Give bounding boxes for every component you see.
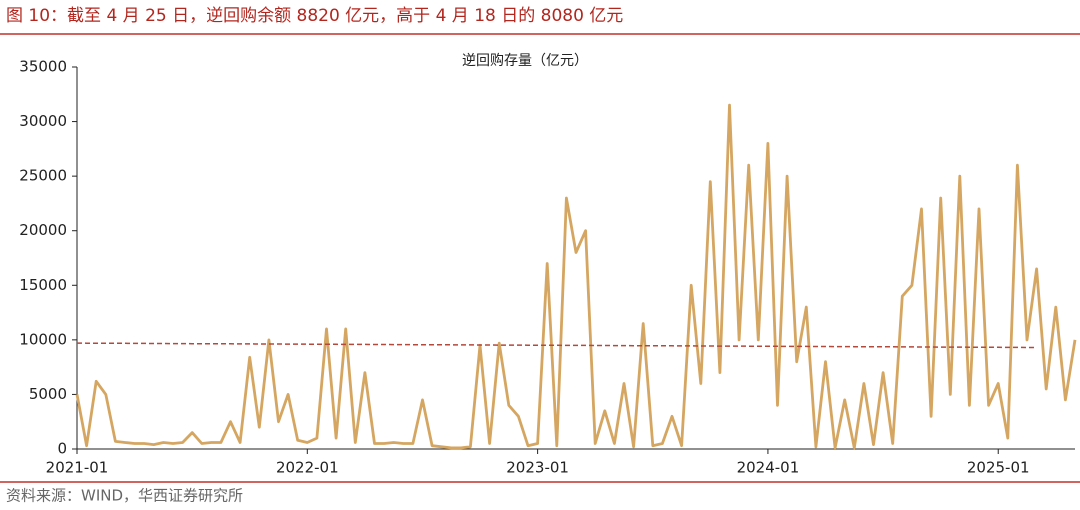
x-tick-label: 2024-01 — [737, 459, 800, 477]
x-tick-label: 2025-01 — [967, 459, 1030, 477]
x-tick-label: 2023-01 — [506, 459, 569, 477]
source: 资料来源：WIND，华西证券研究所 — [6, 487, 243, 505]
y-tick-label: 0 — [57, 440, 67, 458]
x-tick-label: 2022-01 — [276, 459, 339, 477]
trend-line — [76, 342, 1037, 349]
y-tick-label: 30000 — [19, 112, 67, 130]
chart-title: 逆回购存量（亿元） — [462, 53, 588, 69]
y-tick-label: 25000 — [19, 167, 67, 185]
x-tick-label: 2021-01 — [46, 459, 109, 477]
y-tick-label: 15000 — [19, 276, 67, 294]
y-tick-label: 10000 — [19, 330, 67, 348]
y-tick-label: 5000 — [29, 385, 67, 403]
y-tick-label: 35000 — [19, 58, 67, 76]
figure-title: 图 10：截至 4 月 25 日，逆回购余额 8820 亿元，高于 4 月 18… — [6, 6, 623, 26]
y-tick-label: 20000 — [19, 221, 67, 239]
series-line — [75, 103, 1077, 450]
